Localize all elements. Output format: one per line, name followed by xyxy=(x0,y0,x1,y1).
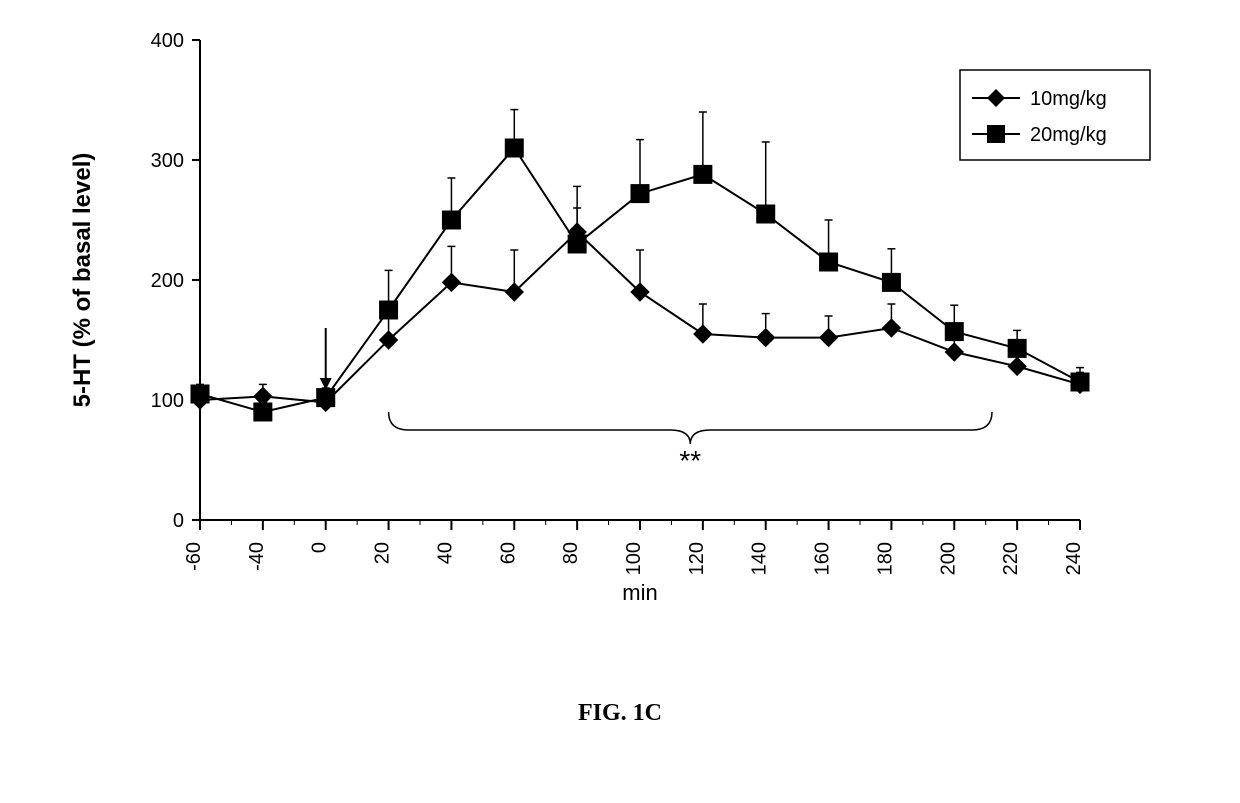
svg-text:10mg/kg: 10mg/kg xyxy=(1030,88,1107,110)
svg-text:0: 0 xyxy=(309,542,331,553)
svg-text:80: 80 xyxy=(560,542,582,564)
svg-text:200: 200 xyxy=(937,542,959,575)
y-axis-label: 5-HT (% of basal level) xyxy=(69,153,96,408)
svg-text:-60: -60 xyxy=(183,542,205,571)
svg-text:40: 40 xyxy=(434,542,456,564)
x-axis-label: min xyxy=(622,580,657,605)
svg-text:**: ** xyxy=(679,445,701,476)
svg-text:0: 0 xyxy=(173,510,184,532)
svg-text:300: 300 xyxy=(151,150,184,172)
svg-text:200: 200 xyxy=(151,270,184,292)
svg-text:140: 140 xyxy=(749,542,771,575)
svg-text:100: 100 xyxy=(623,542,645,575)
svg-text:120: 120 xyxy=(686,542,708,575)
svg-text:20mg/kg: 20mg/kg xyxy=(1030,124,1107,146)
svg-text:20: 20 xyxy=(372,542,394,564)
figure-caption: FIG. 1C xyxy=(20,700,1220,727)
svg-text:100: 100 xyxy=(151,390,184,412)
svg-text:220: 220 xyxy=(1000,542,1022,575)
svg-text:60: 60 xyxy=(497,542,519,564)
svg-text:160: 160 xyxy=(812,542,834,575)
svg-text:240: 240 xyxy=(1063,542,1085,575)
svg-text:400: 400 xyxy=(151,30,184,52)
svg-text:180: 180 xyxy=(874,542,896,575)
chart-container: 0 100 200 300 400 -60 -40 0 20 40 60 80 100 120 140 160… xyxy=(20,20,1220,780)
svg-text:-40: -40 xyxy=(246,542,268,571)
line-chart: 0 100 200 300 400 -60 -40 0 20 40 60 80 100 120 140 160… xyxy=(20,20,1220,660)
